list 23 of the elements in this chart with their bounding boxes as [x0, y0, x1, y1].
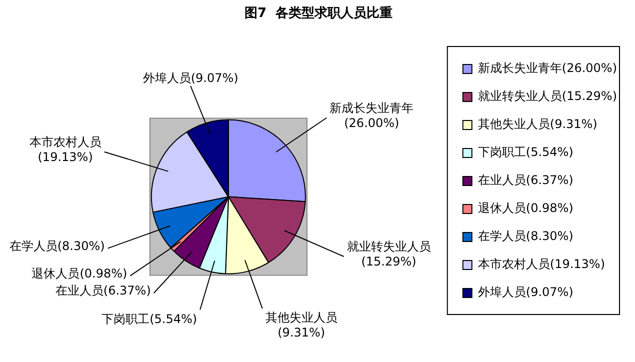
- legend-label: 外埠人员(9.07%): [478, 285, 574, 300]
- data-label: (26.00%): [344, 116, 400, 130]
- chart-title: 图7 各类型求职人员比重: [244, 5, 393, 22]
- slice-label: 其他失业人员: [265, 310, 338, 325]
- slice-label: 在业人员(6.37%): [55, 284, 151, 298]
- slice-label: 下岗职工(5.54%): [102, 312, 198, 326]
- slice-label: 外埠人员(9.07%): [142, 71, 238, 86]
- legend-label: 在业人员(6.37%): [478, 173, 574, 188]
- category-label: 新成长失业青年(26.00%): [478, 61, 618, 76]
- legend-label: 在学人员(8.30%): [478, 229, 574, 244]
- legend-label: 退休人员(0.98%): [478, 201, 574, 216]
- category-label: 其他失业人员(9.31%): [478, 117, 598, 132]
- slice-label: 就业转失业人员: [346, 240, 431, 254]
- slice-label: 新成长失业青年: [330, 100, 414, 115]
- data-label: (15.29%): [361, 254, 416, 269]
- category-label: 本市农村人员(19.13%): [478, 257, 606, 272]
- data-label: (19.13%): [38, 150, 93, 164]
- slice-label: 退休人员(0.98%): [32, 266, 128, 280]
- data-label: (9.31%): [278, 326, 326, 340]
- category-label: 就业转失业人员(15.29%): [478, 89, 618, 104]
- legend-label: 下岗职工(5.54%): [478, 145, 574, 160]
- slice-label: 本市农村人员: [29, 134, 102, 149]
- slice-label: 在学人员(8.30%): [9, 238, 105, 253]
